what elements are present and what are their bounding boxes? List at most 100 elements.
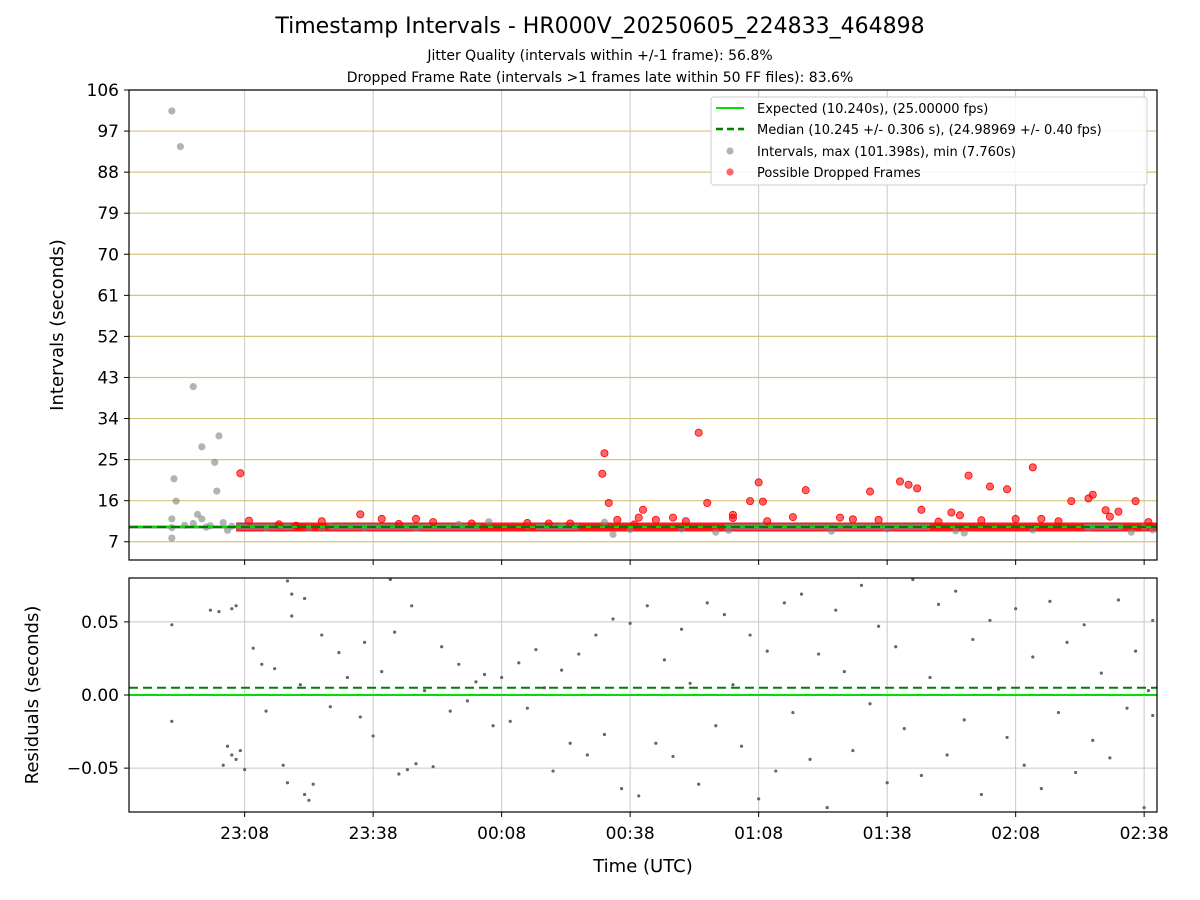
dropped-point-43: [947, 508, 956, 517]
residual-point-106: [988, 618, 992, 623]
y-tick-label-top-8: 34: [97, 410, 119, 430]
interval-point-41: [952, 527, 960, 535]
legend-box: [710, 96, 1148, 186]
interval-point-8: [213, 487, 221, 495]
x-tick-label-4: 01:08: [734, 824, 783, 844]
residual-point-52: [525, 706, 529, 710]
residual-point-35: [392, 630, 397, 634]
dropped-point-40: [913, 484, 922, 493]
residual-point-51: [517, 661, 521, 665]
residual-point-97: [911, 577, 915, 582]
residual-point-7: [230, 753, 234, 757]
interval-point-4: [215, 432, 223, 440]
dropped-point-22: [668, 513, 677, 522]
residual-point-68: [662, 658, 667, 662]
residual-point-15: [273, 667, 277, 671]
residual-point-41: [431, 765, 435, 769]
residual-point-56: [560, 668, 564, 672]
residual-point-85: [808, 757, 812, 761]
residual-point-124: [1142, 806, 1146, 810]
residual-point-70: [679, 627, 684, 631]
dropped-point-48: [1003, 485, 1012, 494]
interval-point-45: [1127, 528, 1135, 536]
legend-label-intervals: Intervals, max (101.398s), min (7.760s): [757, 145, 1016, 160]
residual-point-53: [534, 648, 538, 652]
residual-point-114: [1056, 710, 1061, 715]
residual-point-14: [264, 709, 268, 713]
interval-point-6: [170, 475, 178, 483]
residual-point-8: [234, 757, 238, 761]
dropped-point-56: [1101, 506, 1110, 515]
residual-point-92: [868, 702, 872, 706]
x-tick-label-6: 02:08: [991, 824, 1040, 844]
interval-point-21: [262, 524, 270, 532]
dropped-point-24: [694, 428, 703, 437]
residual-point-80: [765, 649, 769, 653]
dropped-point-39: [904, 480, 913, 489]
dropped-point-34: [836, 513, 845, 522]
residual-point-33: [380, 670, 384, 674]
dropped-point-1: [244, 516, 253, 525]
dropped-point-29: [754, 478, 763, 487]
interval-point-47: [1149, 526, 1157, 534]
residual-point-118: [1091, 738, 1095, 742]
residual-point-93: [876, 624, 881, 628]
dropped-point-16: [604, 498, 613, 507]
residual-point-104: [971, 637, 975, 642]
residual-point-39: [414, 762, 418, 766]
residual-point-28: [337, 650, 341, 655]
residuals-plot-frame: [128, 577, 1158, 813]
intervals-plot-frame: [128, 89, 1158, 561]
residual-point-23: [303, 792, 307, 797]
residual-point-98: [919, 773, 924, 778]
dropped-point-52: [1054, 517, 1063, 526]
dropped-point-0: [236, 469, 245, 478]
residual-point-48: [491, 724, 495, 728]
dropped-point-60: [1144, 518, 1153, 527]
residual-point-69: [671, 754, 675, 759]
dropped-point-31: [763, 517, 772, 526]
dropped-point-5: [356, 510, 365, 519]
residual-point-3: [217, 610, 221, 614]
residual-point-99: [928, 675, 932, 680]
residual-point-126: [1151, 713, 1155, 718]
dropped-point-38: [896, 477, 905, 486]
residual-point-112: [1039, 787, 1043, 791]
y-tick-label-top-7: 43: [97, 368, 119, 388]
dropped-point-32: [788, 513, 797, 522]
interval-point-43: [1029, 526, 1037, 534]
x-tick-label-7: 02:38: [1120, 824, 1169, 844]
residual-point-113: [1048, 599, 1052, 604]
y-axis-label-top: Intervals (seconds): [47, 239, 68, 411]
dropped-point-30: [758, 497, 767, 506]
residual-point-31: [362, 640, 367, 644]
y-axis-label-bottom: Residuals (seconds): [22, 606, 43, 785]
legend-label-dropped: Possible Dropped Frames: [757, 166, 921, 181]
dropped-point-35: [848, 515, 857, 524]
residual-point-125: [1146, 689, 1151, 693]
residual-point-11: [243, 767, 247, 772]
residual-point-94: [885, 781, 889, 785]
dropped-point-27: [728, 514, 737, 523]
residual-point-10: [238, 748, 242, 753]
residual-point-38: [410, 604, 414, 608]
residual-point-91: [859, 583, 864, 587]
y-tick-label-top-6: 52: [97, 327, 119, 347]
dropped-point-11: [523, 519, 532, 528]
residual-point-83: [791, 710, 795, 715]
interval-point-1: [176, 142, 184, 151]
y-tick-label-top-2: 88: [97, 163, 119, 183]
residual-point-95: [894, 645, 898, 649]
residual-point-110: [1022, 763, 1026, 767]
residual-point-20: [285, 579, 290, 583]
dropped-point-33: [801, 486, 810, 495]
interval-point-33: [609, 530, 617, 539]
residual-point-16: [281, 763, 285, 767]
dropped-point-59: [1131, 497, 1140, 506]
y-tick-label-top-4: 70: [97, 245, 119, 265]
y-tick-label-top-5: 61: [97, 286, 119, 306]
dropped-point-41: [917, 505, 926, 514]
y-tick-label-bottom-2: 0.05: [81, 613, 119, 633]
residual-point-25: [311, 782, 315, 786]
residual-point-108: [1005, 735, 1009, 740]
